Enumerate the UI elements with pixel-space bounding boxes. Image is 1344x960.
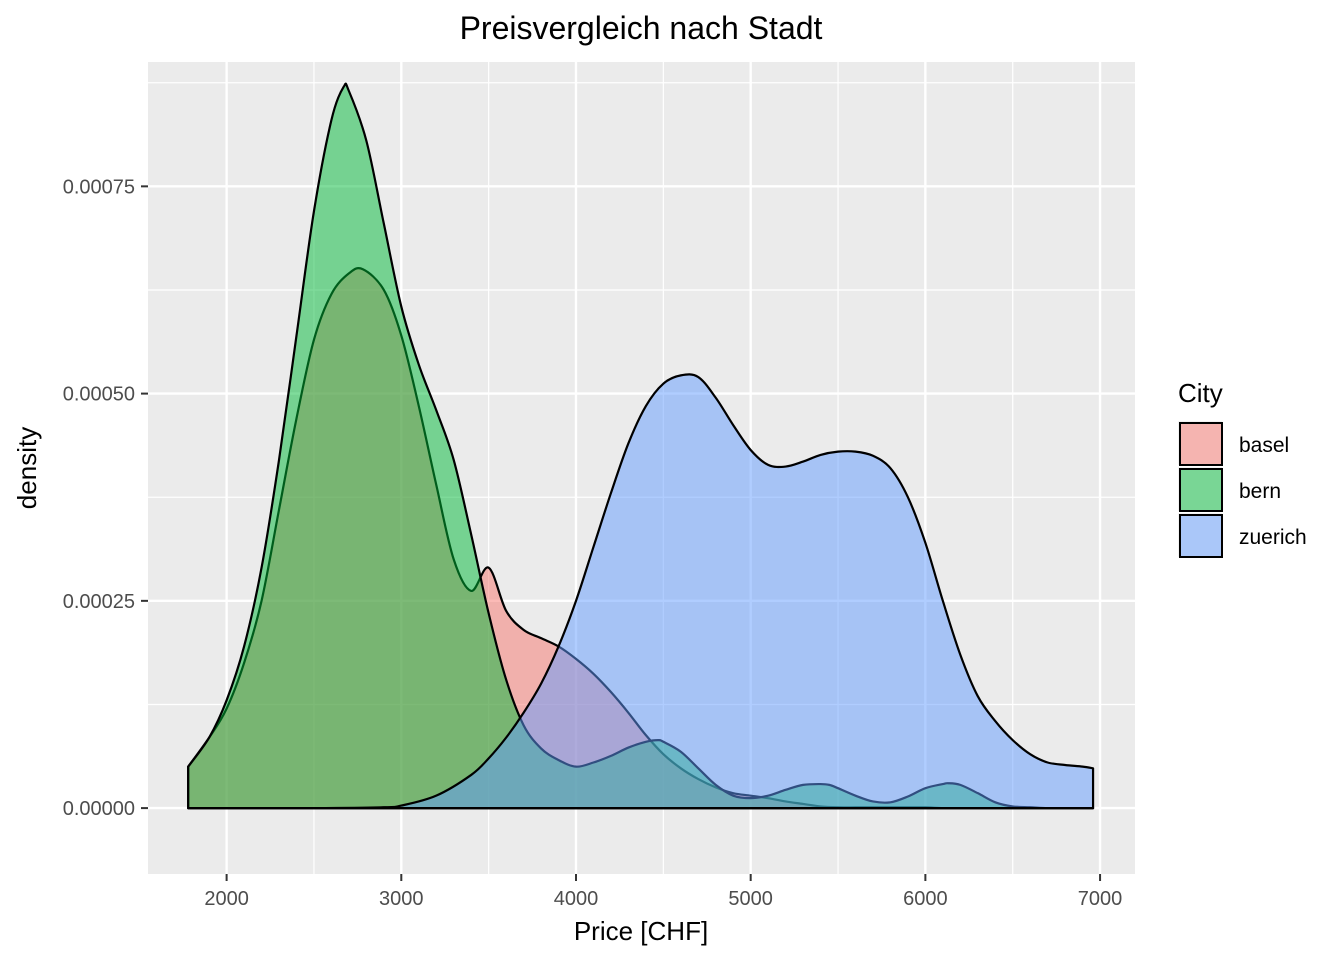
x-tick-label: 7000 (1078, 888, 1123, 910)
legend-key-basel (1179, 422, 1223, 466)
y-tick-label: 0.00025 (63, 591, 135, 613)
legend-title: City (1178, 378, 1223, 408)
chart-title: Preisvergleich nach Stadt (460, 10, 823, 46)
x-tick-label: 3000 (379, 888, 424, 910)
density-area-zuerich (187, 373, 1095, 810)
legend-items: basel bern zuerich (1178, 421, 1307, 558)
y-axis: 0.00000 0.00025 0.00050 0.00075 (63, 176, 148, 820)
x-axis: 2000 3000 4000 5000 6000 7000 (204, 874, 1122, 910)
y-tick-label: 0.00050 (63, 384, 135, 406)
legend-label-basel: basel (1239, 434, 1289, 457)
y-tick-label: 0.00000 (63, 798, 135, 820)
legend-label-zuerich: zuerich (1239, 526, 1307, 549)
x-axis-title: Price [CHF] (574, 916, 708, 946)
x-tick-label: 5000 (728, 888, 773, 910)
y-axis-title: density (12, 427, 42, 509)
x-tick-label: 2000 (204, 888, 249, 910)
x-tick-label: 4000 (554, 888, 599, 910)
legend-label-bern: bern (1239, 480, 1281, 503)
legend-key-bern (1179, 468, 1223, 512)
density-areas (187, 82, 1095, 810)
y-tick-label: 0.00075 (63, 176, 135, 198)
legend: City basel bern zuerich (1178, 378, 1307, 558)
legend-key-zuerich (1179, 514, 1223, 558)
x-tick-label: 6000 (903, 888, 948, 910)
